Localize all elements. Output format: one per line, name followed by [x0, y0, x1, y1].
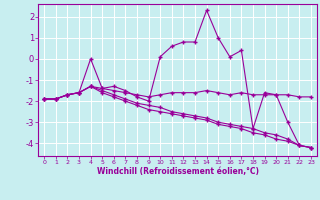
- X-axis label: Windchill (Refroidissement éolien,°C): Windchill (Refroidissement éolien,°C): [97, 167, 259, 176]
